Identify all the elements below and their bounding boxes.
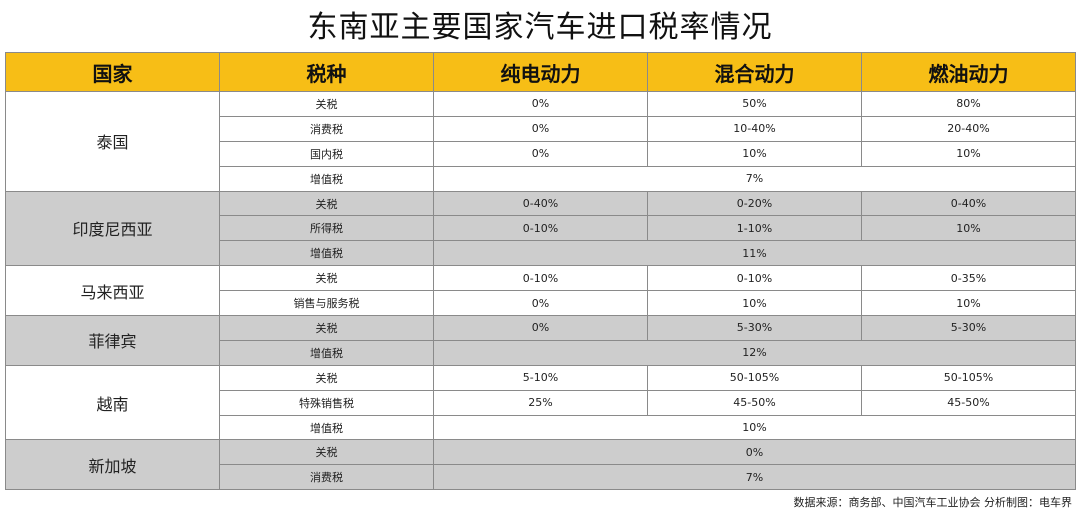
rate-cell-bev: 25% (433, 389, 648, 416)
rate-cell-ice: 0-40% (861, 190, 1076, 217)
country-cell: 印度尼西亚 (5, 190, 220, 267)
rate-cell-bev: 0-40% (433, 190, 648, 217)
rate-cell-bev: 0-10% (433, 265, 648, 292)
tax-type-cell: 增值税 (219, 414, 434, 441)
rate-cell-hybrid: 50% (647, 91, 862, 117)
table-header-row: 国家 税种 纯电动力 混合动力 燃油动力 (5, 52, 1076, 92)
rate-cell-hybrid: 45-50% (647, 389, 862, 416)
table-row: 国内税 0% 10% 10% (6, 140, 1076, 167)
tax-type-cell: 特殊销售税 (219, 389, 434, 416)
header-ice: 燃油动力 (861, 52, 1076, 92)
tax-type-cell: 所得税 (219, 215, 434, 242)
rate-cell-ice: 50-105% (861, 364, 1076, 391)
table-row: 马来西亚 关税 0-10% 0-10% 0-35% (5, 265, 1076, 317)
country-cell: 新加坡 (5, 439, 220, 491)
rate-cell-ice: 10% (861, 290, 1076, 317)
tax-type-cell: 销售与服务税 (219, 290, 434, 317)
tax-type-cell: 关税 (219, 91, 434, 117)
rate-cell-all: 10% (433, 414, 1076, 441)
table-row: 新加坡 关税 0% (5, 439, 1076, 491)
tax-rate-table: 国家 税种 纯电动力 混合动力 燃油动力 泰国 关税 0% 50% 80% 消费税 0% 10… (5, 52, 1076, 491)
rate-cell-ice: 20-40% (861, 115, 1076, 142)
rate-cell-hybrid: 50-105% (647, 364, 862, 391)
rate-cell-hybrid: 1-10% (647, 215, 862, 242)
rate-cell-hybrid: 10% (647, 140, 862, 167)
rate-cell-ice: 5-30% (861, 315, 1076, 341)
rate-cell-all: 7% (433, 165, 1076, 192)
header-bev: 纯电动力 (433, 52, 648, 92)
tax-type-cell: 国内税 (219, 140, 434, 167)
rate-cell-ice: 45-50% (861, 389, 1076, 416)
rate-cell-all: 11% (433, 240, 1076, 267)
page-title: 东南亚主要国家汽车进口税率情况 (307, 10, 773, 45)
rate-cell-hybrid: 5-30% (647, 315, 862, 341)
table-row: 消费税 0% 10-40% 20-40% (6, 115, 1076, 142)
tax-type-cell: 关税 (219, 439, 434, 466)
table-row: 增值税 11% (6, 240, 1076, 267)
rate-cell-bev: 5-10% (433, 364, 648, 391)
rate-cell-all: 7% (433, 464, 1076, 491)
rate-cell-all: 0% (433, 439, 1076, 466)
table-row: 菲律宾 关税 0% 5-30% 5-30% (5, 315, 1076, 366)
rate-cell-hybrid: 10-40% (647, 115, 862, 142)
tax-type-cell: 消费税 (219, 464, 434, 491)
country-cell: 越南 (5, 364, 220, 441)
header-country: 国家 (5, 52, 220, 92)
rate-cell-bev: 0% (433, 315, 648, 341)
tax-type-cell: 增值税 (219, 240, 434, 267)
tax-type-cell: 关税 (219, 315, 434, 341)
rate-cell-bev: 0-10% (433, 215, 648, 242)
rate-cell-ice: 80% (861, 91, 1076, 117)
rate-cell-all: 12% (433, 339, 1076, 366)
tax-type-cell: 增值税 (219, 339, 434, 366)
rate-cell-bev: 0% (433, 115, 648, 142)
tax-type-cell: 关税 (219, 265, 434, 292)
tax-type-cell: 关税 (219, 190, 434, 217)
table-row: 增值税 12% (6, 339, 1076, 366)
rate-cell-ice: 10% (861, 140, 1076, 167)
rate-cell-hybrid: 10% (647, 290, 862, 317)
header-tax-type: 税种 (219, 52, 434, 92)
tax-type-cell: 增值税 (219, 165, 434, 192)
tax-type-cell: 关税 (219, 364, 434, 391)
table-body: 泰国 关税 0% 50% 80% 消费税 0% 10-40% 20-40% 国内税 0% 10% 10%… (5, 91, 1076, 491)
country-cell: 泰国 (5, 91, 220, 192)
table-row: 特殊销售税 25% 45-50% 45-50% (6, 389, 1076, 416)
rate-cell-ice: 0-35% (861, 265, 1076, 292)
header-hybrid: 混合动力 (647, 52, 862, 92)
rate-cell-ice: 10% (861, 215, 1076, 242)
rate-cell-hybrid: 0-20% (647, 190, 862, 217)
rate-cell-bev: 0% (433, 140, 648, 167)
rate-cell-bev: 0% (433, 290, 648, 317)
table-row: 所得税 0-10% 1-10% 10% (6, 215, 1076, 242)
source-note: 数据来源：商务部、中国汽车工业协会 分析制图：电车界 (793, 496, 1073, 509)
tax-type-cell: 消费税 (219, 115, 434, 142)
table-row: 越南 关税 5-10% 50-105% 50-105% (5, 364, 1076, 441)
rate-cell-hybrid: 0-10% (647, 265, 862, 292)
table-row: 增值税 7% (6, 165, 1076, 192)
country-cell: 马来西亚 (5, 265, 220, 317)
country-cell: 菲律宾 (5, 315, 220, 366)
rate-cell-bev: 0% (433, 91, 648, 117)
table-row: 泰国 关税 0% 50% 80% (5, 91, 1076, 192)
table-row: 印度尼西亚 关税 0-40% 0-20% 0-40% (5, 190, 1076, 267)
table-row: 消费税 7% (6, 464, 1076, 491)
